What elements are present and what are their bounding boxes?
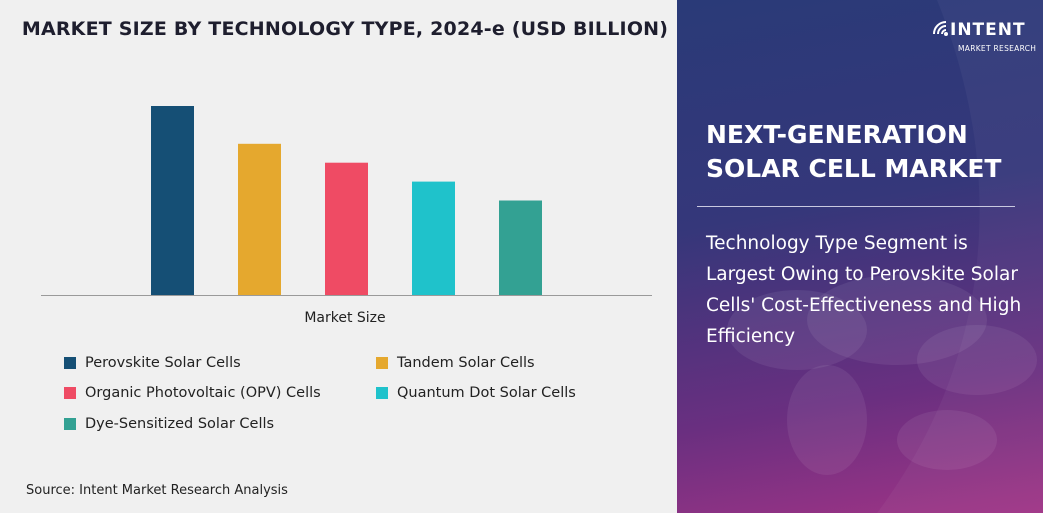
report-title: NEXT-GENERATION SOLAR CELL MARKET (706, 120, 1002, 183)
brand-logo-word: INTENT (950, 20, 1026, 40)
key-insight: Technology Type Segment is Largest Owing… (706, 233, 1022, 347)
divider (697, 206, 1015, 207)
source-note: Source: Intent Market Research Analysis (26, 483, 288, 498)
chart-title: MARKET SIZE BY TECHNOLOGY TYPE, 2024-e (… (21, 18, 669, 40)
info-panel (677, 0, 1043, 513)
bar-organic-photovoltaic-opv-cells (325, 162, 368, 295)
bar-dye-sensitized-solar-cells (499, 200, 542, 295)
x-category-label: Market Size (304, 310, 386, 326)
bars (151, 106, 542, 295)
world-map-decoration (727, 0, 1043, 513)
bar-chart (41, 106, 652, 296)
brand-logo-subtitle: MARKET RESEARCH (958, 44, 1037, 53)
bar-perovskite-solar-cells (151, 106, 194, 295)
wifi-signal-icon (933, 21, 948, 36)
bar-quantum-dot-solar-cells (412, 181, 455, 295)
bar-tandem-solar-cells (238, 143, 281, 295)
